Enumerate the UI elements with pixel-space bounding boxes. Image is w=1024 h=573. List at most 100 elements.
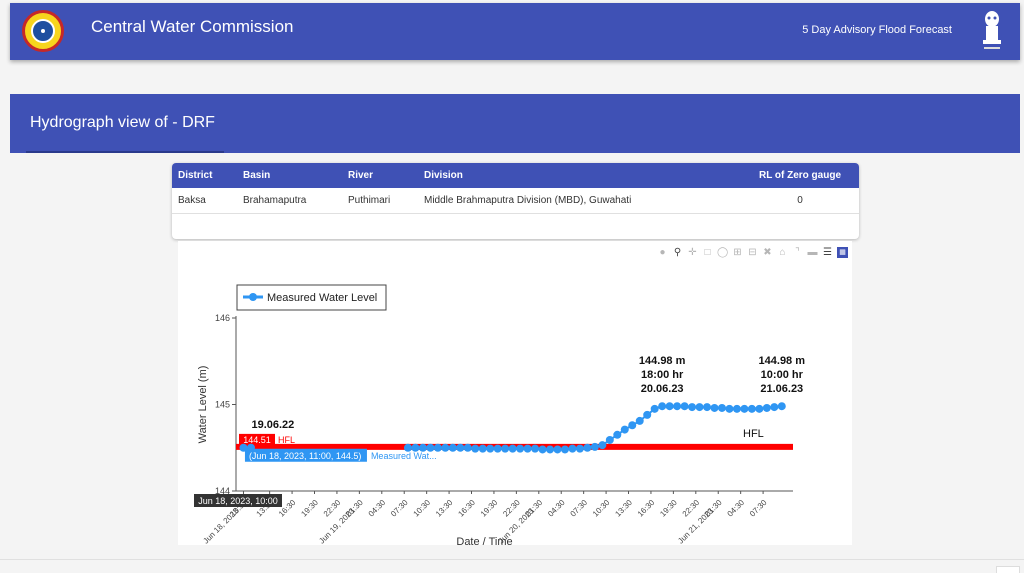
data-point	[516, 444, 525, 453]
data-point	[448, 443, 457, 452]
y-axis-title: Water Level (m)	[197, 366, 209, 444]
spike-lines-icon[interactable]: ⌝	[795, 247, 800, 258]
data-point	[426, 443, 435, 452]
hover-point-tag-text: (Jun 18, 2023, 11:00, 144.5)	[249, 451, 361, 461]
data-point	[493, 444, 502, 453]
data-point	[463, 443, 472, 452]
national-emblem-icon	[983, 11, 1001, 49]
pan-icon[interactable]: ✛	[688, 247, 697, 258]
data-point	[777, 402, 786, 411]
cwc-logo-icon	[22, 10, 64, 52]
header-river: River	[342, 163, 418, 188]
data-point	[590, 442, 599, 451]
data-point	[433, 443, 442, 452]
legend-label: Measured Water Level	[267, 292, 377, 304]
data-point	[658, 402, 667, 411]
annotation-text: 18:00 hr	[641, 369, 684, 381]
zoom-out-icon[interactable]: ⊟	[748, 247, 757, 258]
zoom-in-icon[interactable]: ⊞	[733, 247, 742, 258]
box-select-icon[interactable]: □	[704, 247, 711, 258]
data-point	[725, 404, 734, 413]
data-point	[680, 402, 689, 411]
header-basin: Basin	[237, 163, 342, 188]
data-point	[650, 404, 659, 413]
hover-closest-icon[interactable]: ▬	[807, 247, 818, 258]
zoom-icon[interactable]: ⚲	[673, 247, 682, 258]
x-tick-label: 16:30	[456, 498, 477, 519]
data-point	[695, 403, 704, 412]
header-division: Division	[418, 163, 741, 188]
hover-point-tag	[244, 448, 367, 462]
data-point	[456, 443, 465, 452]
x-tick-label: 10:30	[412, 498, 433, 519]
annotation-text: 19.06.22	[251, 419, 294, 431]
cell-rl-zero-gauge: 0	[741, 188, 859, 214]
footer-widget	[996, 566, 1020, 573]
y-tick-label: 146	[215, 313, 230, 323]
x-tick-label: 04:30	[726, 498, 747, 519]
data-point	[770, 403, 779, 412]
annotation-text: 20.06.23	[641, 383, 684, 395]
data-point	[635, 416, 644, 425]
page-header-band: Hydrograph view of - DRF	[10, 94, 1020, 153]
plot-modebar: ● ⚲ ✛ □ ◯ ⊞ ⊟ ✖ ⌂ ⌝ ▬ ☰ ▦	[657, 247, 848, 258]
station-info-table: District Basin River Division RL of Zero…	[172, 163, 859, 214]
data-point	[560, 445, 569, 454]
hydrograph-chart[interactable]: 144 145 146 Water Level (m) 10:30 Jun 18, 202…	[178, 241, 852, 548]
x-tick-label: 16:30	[636, 498, 657, 519]
title-underline	[26, 151, 224, 153]
x-tick-label: Jun 18, 2023	[201, 506, 240, 545]
hfl-value-tag-text: 144.51	[243, 435, 271, 445]
autoscale-icon[interactable]: ✖	[763, 247, 772, 258]
reset-axes-icon[interactable]: ⌂	[779, 247, 786, 258]
x-tick-label: 19:30	[479, 498, 500, 519]
data-point	[598, 441, 607, 450]
y-tick-label: 144	[215, 486, 230, 496]
advisory-forecast-link[interactable]: 5 Day Advisory Flood Forecast	[802, 24, 952, 36]
data-point	[418, 443, 427, 452]
data-point	[620, 425, 629, 434]
data-point	[665, 402, 674, 411]
x-tick-label: 10:30	[591, 498, 612, 519]
data-point	[613, 430, 622, 439]
x-tick-label: 22:30	[681, 498, 702, 519]
data-point	[568, 444, 577, 453]
data-point	[710, 403, 719, 412]
x-tick-label: 07:30	[748, 498, 769, 519]
hfl-value-tag	[239, 433, 275, 446]
x-tick-label: 13:30	[434, 498, 455, 519]
data-point	[643, 410, 652, 419]
camera-icon[interactable]: ●	[659, 247, 666, 258]
data-point	[605, 435, 614, 444]
annotation-text: 144.98 m	[639, 355, 686, 367]
data-point	[523, 444, 532, 453]
hydrograph-plot[interactable]: ● ⚲ ✛ □ ◯ ⊞ ⊟ ✖ ⌂ ⌝ ▬ ☰ ▦ 144 145 146 Water…	[178, 241, 852, 548]
data-point	[553, 445, 562, 454]
x-tick-label: 19:30	[299, 498, 320, 519]
hover-series-tag: Measured Wat...	[371, 451, 437, 461]
x-axis-title: Date / Time	[456, 536, 512, 545]
header-rl-zero-gauge: RL of Zero gauge	[741, 163, 859, 188]
data-point	[673, 402, 682, 411]
annotation-text: 144.98 m	[759, 355, 806, 367]
plotly-logo-icon[interactable]: ▦	[837, 247, 848, 258]
hfl-series-tag: HFL	[278, 435, 295, 445]
header-district: District	[172, 163, 237, 188]
x-tick-label: 19:30	[658, 498, 679, 519]
lasso-icon[interactable]: ◯	[717, 247, 729, 258]
data-point	[717, 403, 726, 412]
data-point	[501, 444, 510, 453]
hover-compare-icon[interactable]: ☰	[823, 247, 832, 258]
x-tick-label: 04:30	[546, 498, 567, 519]
cell-division: Middle Brahmaputra Division (MBD), Guwah…	[418, 188, 741, 214]
cell-river: Puthimari	[342, 188, 418, 214]
data-point	[403, 443, 412, 452]
app-title: Central Water Commission	[91, 17, 294, 36]
data-point	[747, 404, 756, 413]
data-point	[411, 443, 420, 452]
data-point	[546, 445, 555, 454]
data-point	[575, 444, 584, 453]
data-point	[732, 404, 741, 413]
page-title: Hydrograph view of - DRF	[30, 114, 215, 131]
annotation-text: 21.06.23	[760, 383, 803, 395]
